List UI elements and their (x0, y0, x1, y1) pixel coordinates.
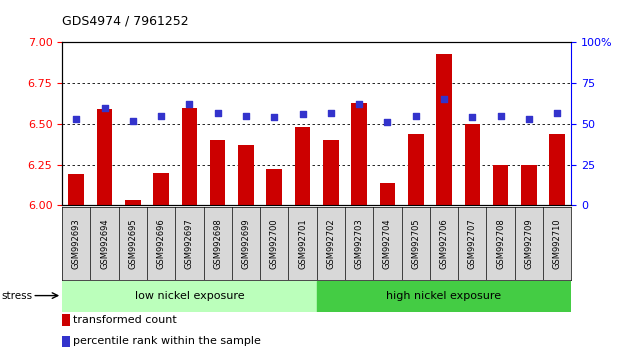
Text: GSM992695: GSM992695 (129, 218, 137, 269)
Text: GSM992697: GSM992697 (185, 218, 194, 269)
Text: GSM992706: GSM992706 (440, 218, 448, 269)
Text: percentile rank within the sample: percentile rank within the sample (73, 336, 261, 346)
Bar (266, 170, 282, 205)
Text: GSM992702: GSM992702 (327, 218, 335, 269)
Text: GDS4974 / 7961252: GDS4974 / 7961252 (62, 14, 189, 27)
Text: GSM992705: GSM992705 (411, 218, 420, 269)
Text: low nickel exposure: low nickel exposure (135, 291, 244, 302)
Point (297, 111, 307, 117)
Text: transformed count: transformed count (73, 315, 177, 325)
Text: GSM992701: GSM992701 (298, 218, 307, 269)
Bar (521, 165, 537, 205)
Text: GSM992709: GSM992709 (524, 218, 533, 269)
Bar (210, 140, 225, 205)
Point (99, 105, 109, 110)
Point (156, 113, 166, 119)
Bar (408, 134, 424, 205)
Bar (323, 140, 338, 205)
Bar (436, 54, 452, 205)
Text: GSM992703: GSM992703 (355, 218, 364, 269)
Bar (68, 175, 84, 205)
Bar (317, 281, 571, 312)
Point (439, 97, 449, 102)
Bar (493, 165, 509, 205)
Point (496, 113, 505, 119)
Bar (181, 108, 197, 205)
Point (468, 115, 478, 120)
Text: GSM992707: GSM992707 (468, 218, 477, 269)
Bar (238, 145, 254, 205)
Bar (153, 173, 169, 205)
Text: GSM992708: GSM992708 (496, 218, 505, 269)
Bar (125, 200, 140, 205)
Text: GSM992710: GSM992710 (553, 218, 561, 269)
Point (71, 116, 81, 122)
Text: GSM992699: GSM992699 (242, 218, 250, 269)
Point (524, 116, 534, 122)
Point (128, 118, 138, 124)
Point (552, 110, 562, 115)
Text: GSM992694: GSM992694 (100, 218, 109, 269)
Point (213, 110, 223, 115)
Bar (97, 109, 112, 205)
Text: GSM992704: GSM992704 (383, 218, 392, 269)
Point (241, 113, 251, 119)
Bar (465, 124, 480, 205)
Bar (550, 134, 565, 205)
Point (383, 119, 392, 125)
Bar (295, 127, 310, 205)
Text: high nickel exposure: high nickel exposure (386, 291, 502, 302)
Text: GSM992700: GSM992700 (270, 218, 279, 269)
Text: GSM992698: GSM992698 (213, 218, 222, 269)
Point (270, 115, 279, 120)
Text: GSM992696: GSM992696 (156, 218, 166, 269)
Text: GSM992693: GSM992693 (72, 218, 81, 269)
Point (184, 102, 194, 107)
Text: stress: stress (1, 291, 32, 301)
Point (326, 110, 336, 115)
Point (354, 102, 364, 107)
Point (410, 113, 420, 119)
Bar (379, 183, 395, 205)
Bar (62, 281, 317, 312)
Bar (351, 103, 367, 205)
